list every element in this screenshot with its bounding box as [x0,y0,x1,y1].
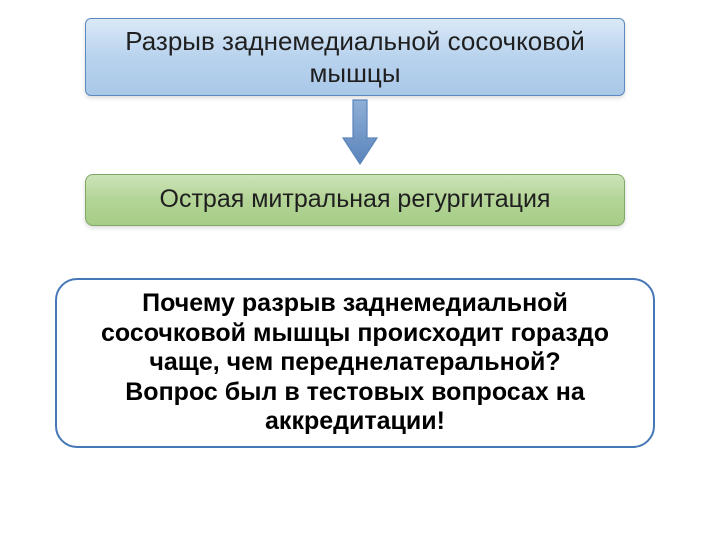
node-middle-label: Острая митральная регургитация [160,184,551,215]
question-text-line1: Почему разрыв заднемедиальной сосочковой… [101,289,609,376]
diagram-canvas: Разрыв заднемедиальной сосочковой мышцы … [0,0,720,540]
question-text-line2: Вопрос был в тестовых вопросах на аккред… [125,378,585,436]
node-bottom-question: Почему разрыв заднемедиальной сосочковой… [55,278,655,448]
node-top-label: Разрыв заднемедиальной сосочковой мышцы [86,25,624,90]
arrow-top-to-middle [340,98,380,168]
node-middle-effect: Острая митральная регургитация [85,174,625,226]
node-top-cause: Разрыв заднемедиальной сосочковой мышцы [85,18,625,96]
arrow-down-icon [340,98,380,168]
